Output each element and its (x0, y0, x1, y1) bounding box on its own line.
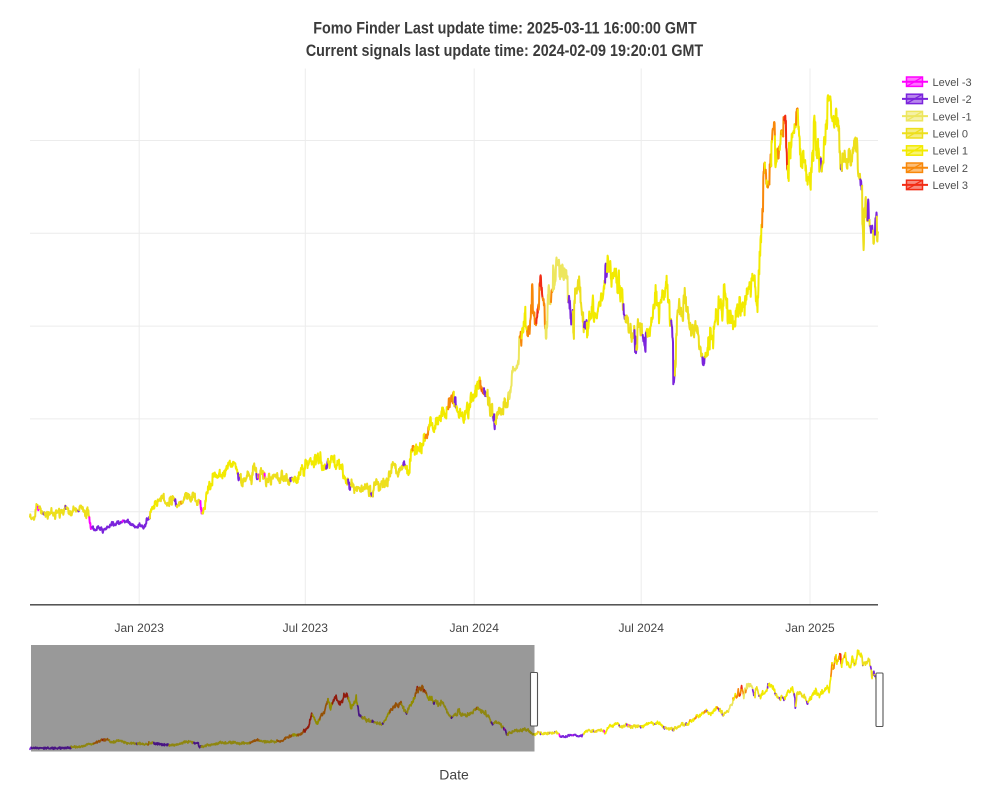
svg-text:Jul 2023: Jul 2023 (283, 621, 329, 635)
svg-text:Jul 2024: Jul 2024 (619, 621, 665, 635)
svg-text:Date: Date (439, 767, 469, 783)
svg-text:Jan 2025: Jan 2025 (785, 621, 835, 635)
svg-text:Fomo Finder Last update time:: Fomo Finder Last update time: 2025-03-11… (313, 19, 697, 37)
svg-text:Level -1: Level -1 (933, 111, 972, 123)
svg-text:Level -2: Level -2 (933, 94, 972, 106)
svg-text:Level -3: Level -3 (933, 77, 972, 89)
svg-text:Jan 2024: Jan 2024 (450, 621, 500, 635)
svg-text:Level 3: Level 3 (933, 180, 968, 192)
svg-text:Level 1: Level 1 (933, 146, 968, 158)
svg-text:Jan 2023: Jan 2023 (115, 621, 165, 635)
svg-text:Level 2: Level 2 (933, 163, 968, 175)
svg-text:Level 0: Level 0 (933, 129, 968, 141)
svg-text:Current signals last update ti: Current signals last update time: 2024-0… (306, 42, 704, 60)
